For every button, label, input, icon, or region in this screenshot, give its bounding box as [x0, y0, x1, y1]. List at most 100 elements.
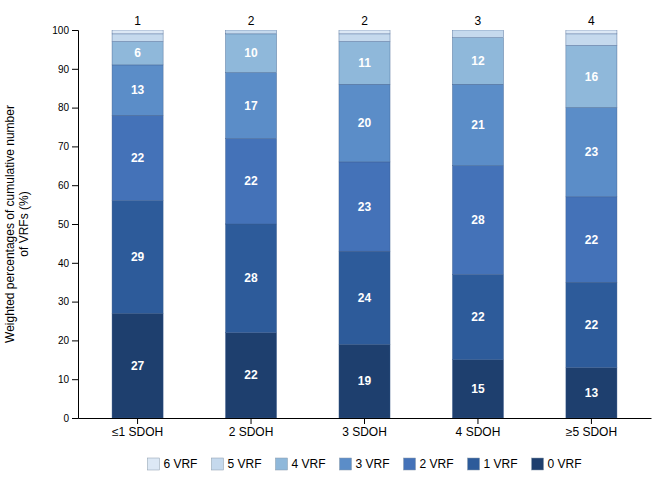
y-tick: 10 — [58, 374, 78, 385]
y-tick-label: 30 — [58, 296, 70, 307]
legend-label: 2 VRF — [420, 457, 454, 471]
y-tick-label: 40 — [58, 258, 70, 269]
y-tick-mark — [72, 302, 78, 303]
legend-item: 6 VRF — [147, 457, 197, 471]
x-tick-label: 3 SDOH — [342, 425, 387, 439]
x-tick-mark — [137, 418, 138, 424]
bar-segment — [566, 282, 617, 367]
bar-segment — [339, 84, 390, 162]
data-labels: 2722191513292824222222222328221317202123… — [131, 46, 599, 400]
data-label: 22 — [471, 310, 485, 324]
data-label: 27 — [131, 359, 145, 373]
x-tick-mark — [251, 418, 252, 424]
legend-label: 1 VRF — [484, 457, 518, 471]
bar-segment — [452, 30, 503, 38]
data-label: 15 — [471, 382, 485, 396]
x-tick-mark — [477, 418, 478, 424]
y-tick: 20 — [58, 335, 78, 346]
bar-segment — [452, 84, 503, 165]
y-tick-mark — [72, 69, 78, 70]
x-axis: ≤1 SDOH2 SDOH3 SDOH4 SDOH≥5 SDOH — [79, 418, 652, 439]
y-tick-mark — [72, 263, 78, 264]
bar-segment — [339, 251, 390, 344]
y-tick-mark — [72, 108, 78, 109]
bar-segment — [112, 201, 163, 314]
y-tick-mark — [72, 340, 78, 341]
x-tick: ≥5 SDOH — [566, 418, 617, 439]
bars — [112, 30, 617, 418]
data-label: 20 — [358, 116, 372, 130]
y-tick: 0 — [63, 413, 78, 424]
legend-swatch — [468, 458, 480, 470]
legend: 6 VRF5 VRF4 VRF3 VRF2 VRF1 VRF0 VRF — [147, 457, 581, 471]
data-label: 28 — [471, 213, 485, 227]
bar-segment — [112, 42, 163, 65]
y-axis-title: Weighted percentages of cumulative numbe… — [3, 105, 31, 343]
data-label: 22 — [585, 233, 599, 247]
bar-segment — [566, 30, 617, 34]
bar-segment — [339, 344, 390, 418]
bar-segment — [112, 115, 163, 200]
x-tick-mark — [591, 418, 592, 424]
bar-segment — [452, 30, 503, 31]
bar-segment — [339, 30, 390, 34]
y-tick-label: 70 — [58, 141, 70, 152]
y-tick-mark — [72, 379, 78, 380]
y-tick: 60 — [58, 180, 78, 191]
y-tick: 30 — [58, 296, 78, 307]
data-label: 22 — [244, 368, 258, 382]
x-tick-label: 4 SDOH — [456, 425, 501, 439]
annotation: 4 — [588, 14, 595, 28]
y-tick-mark — [72, 418, 78, 419]
y-tick: 90 — [58, 64, 78, 75]
bar-segment — [566, 46, 617, 108]
data-label: 24 — [358, 291, 372, 305]
x-tick-mark — [364, 418, 365, 424]
bar-segment — [566, 368, 617, 418]
bar-segment — [452, 38, 503, 85]
y-tick: 40 — [58, 258, 78, 269]
annotation: 2 — [361, 14, 368, 28]
y-tick-label: 80 — [58, 102, 70, 113]
bar-segment — [112, 65, 163, 115]
bar-segment — [452, 166, 503, 275]
bar-segment — [226, 139, 277, 224]
bar-segment — [226, 333, 277, 418]
legend-swatch — [339, 458, 351, 470]
legend-swatch — [147, 458, 159, 470]
y-axis: 0102030405060708090100 — [52, 25, 78, 424]
legend-item: 4 VRF — [275, 457, 325, 471]
annotations: 12234 — [134, 14, 595, 28]
chart: 2722191513292824222222222328221317202123… — [0, 0, 671, 503]
y-tick-mark — [72, 30, 78, 31]
y-tick: 80 — [58, 102, 78, 113]
bar-segment — [452, 274, 503, 359]
data-label: 17 — [244, 99, 258, 113]
x-tick-label: 2 SDOH — [229, 425, 274, 439]
y-tick-label: 0 — [63, 413, 69, 424]
bar-segment — [226, 224, 277, 333]
legend-swatch — [211, 458, 223, 470]
y-tick-mark — [72, 146, 78, 147]
legend-swatch — [404, 458, 416, 470]
y-tick: 70 — [58, 141, 78, 152]
bar-segment — [112, 30, 163, 34]
legend-item: 2 VRF — [404, 457, 454, 471]
y-tick-label: 60 — [58, 180, 70, 191]
y-axis-line — [72, 31, 79, 419]
data-label: 22 — [244, 174, 258, 188]
data-label: 23 — [358, 200, 372, 214]
data-label: 28 — [244, 271, 258, 285]
annotation: 2 — [248, 14, 255, 28]
legend-swatch — [532, 458, 544, 470]
annotation: 1 — [134, 14, 141, 28]
x-tick-label: ≥5 SDOH — [566, 425, 617, 439]
bar-segment — [566, 108, 617, 197]
y-tick-label: 20 — [58, 335, 70, 346]
data-label: 16 — [585, 70, 599, 84]
bar-segment — [226, 30, 277, 34]
legend-label: 0 VRF — [548, 457, 582, 471]
y-tick: 100 — [52, 25, 78, 36]
data-label: 29 — [131, 250, 145, 264]
legend-swatch — [275, 458, 287, 470]
